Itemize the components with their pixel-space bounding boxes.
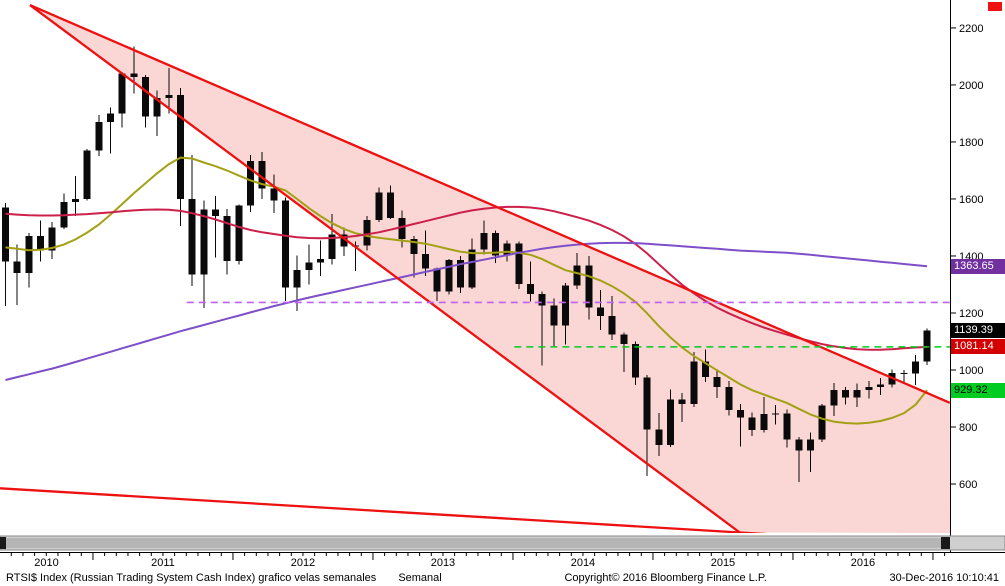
footer-period-label: Semanal xyxy=(398,572,442,584)
footer-timestamp: 30-Dec-2016 10:10:41 xyxy=(889,572,999,584)
channel-fill xyxy=(29,5,950,533)
range-slider-right-cap[interactable] xyxy=(941,537,950,549)
plot-layer xyxy=(0,4,950,533)
x-year-label: 2012 xyxy=(291,557,315,569)
chart-area: 600 800 1000 1200 1400 1600 1800 2000 2200 2010 20… xyxy=(0,0,1005,570)
x-year-label: 2010 xyxy=(34,557,58,569)
price-flag-purple-ma: 1363.65 xyxy=(951,259,1005,274)
range-slider-left-cap[interactable] xyxy=(0,537,6,549)
price-flag-last-price: 1139.39 xyxy=(951,323,1005,338)
y-tick-label: 1800 xyxy=(959,137,983,149)
moving-average-mid xyxy=(5,205,928,351)
y-tick-label: 2000 xyxy=(959,80,983,92)
y-tick-label: 1200 xyxy=(959,308,983,320)
x-year-label: 2016 xyxy=(851,557,875,569)
y-tick-label: 800 xyxy=(959,422,977,434)
channel-lower xyxy=(0,487,768,533)
footer-security-label: RTSI$ Index (Russian Trading System Cash… xyxy=(6,572,377,584)
moving-average-slow xyxy=(5,241,928,381)
x-year-label: 2015 xyxy=(711,557,735,569)
footer: RTSI$ Index (Russian Trading System Cash… xyxy=(0,570,1005,586)
candles xyxy=(1,46,931,483)
y-tick-label: 1600 xyxy=(959,194,983,206)
x-year-label: 2013 xyxy=(431,557,455,569)
channel-steep xyxy=(29,4,741,533)
price-flag-green-ma: 929.32 xyxy=(951,383,1005,398)
channel-upper xyxy=(29,4,950,404)
range-slider[interactable] xyxy=(0,535,1005,551)
x-year-label: 2011 xyxy=(151,557,175,569)
x-axis: 2010 2011 2012 2013 2014 2015 2016 xyxy=(0,552,1005,569)
y-tick-label: 2200 xyxy=(959,23,983,35)
y-tick-label: 600 xyxy=(959,479,977,491)
moving-average-fast xyxy=(5,156,928,425)
price-flag-level: 1081.14 xyxy=(951,339,1005,354)
red-marker xyxy=(988,2,1002,11)
range-slider-thumb[interactable] xyxy=(2,538,942,548)
y-tick-label: 1000 xyxy=(959,365,983,377)
footer-copyright: Copyright© 2016 Bloomberg Finance L.P. xyxy=(564,572,767,584)
x-year-label: 2014 xyxy=(571,557,595,569)
